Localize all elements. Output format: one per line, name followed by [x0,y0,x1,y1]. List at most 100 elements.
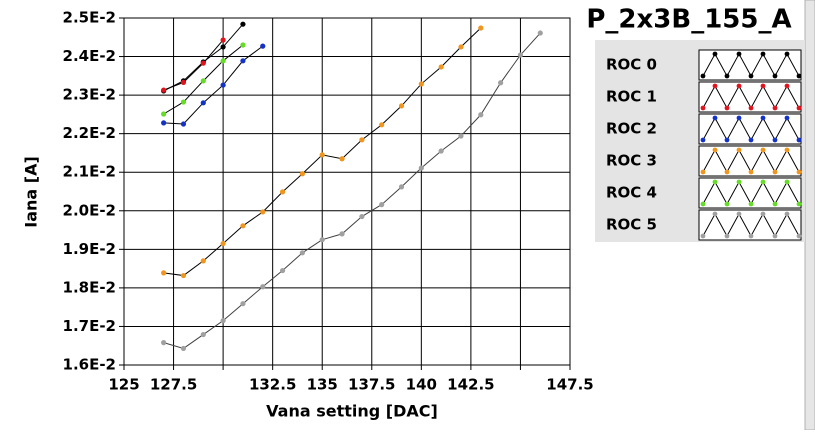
data-point [161,87,167,93]
legend-marker [772,169,778,175]
plot-area [123,17,571,366]
x-tick-label: 127.5 [150,376,197,394]
y-tick-label: 1.6E-2 [63,356,116,374]
x-tick-label: 137.5 [348,376,395,394]
legend-marker [724,73,730,79]
data-point [478,112,484,118]
legend-marker [772,201,778,207]
legend-label: ROC 3 [606,152,657,170]
legend-marker [784,179,790,185]
series-line [163,39,224,91]
chart-title: P_2x3B_155_A [586,5,791,35]
data-point [180,79,187,85]
data-point [537,30,543,36]
legend-marker [700,73,706,79]
data-point [418,165,424,171]
legend-marker [784,51,790,57]
legend-label: ROC 0 [606,56,657,74]
legend-marker [736,211,742,217]
y-tick-label: 2.5E-2 [63,9,116,27]
x-tick-label: 135 [307,376,338,394]
data-point [161,270,167,276]
y-tick-label: 2.1E-2 [63,163,116,181]
legend-marker [760,147,766,153]
data-point [220,318,226,324]
data-point [279,267,286,274]
legend-marker [724,137,730,143]
data-point [299,171,305,177]
data-point [240,58,246,64]
data-point [180,99,187,105]
data-point [200,331,206,338]
legend-marker [784,211,790,217]
data-point [379,122,385,128]
legend-marker [700,105,706,111]
data-point [379,202,385,208]
data-point [438,148,444,154]
data-point [240,301,246,307]
legend-marker [700,233,706,239]
data-point [220,240,226,247]
legend-marker [784,147,790,153]
data-point [240,42,246,48]
data-point [260,43,266,49]
legend-marker [712,147,718,153]
data-point [161,111,167,117]
legend-label: ROC 5 [606,216,657,234]
x-tick-label: 125 [108,376,139,394]
legend-marker [796,233,802,239]
data-point [200,60,206,66]
legend-marker [748,73,754,79]
legend-marker [736,115,742,121]
data-point [319,152,325,158]
data-point [180,272,187,279]
legend-marker [772,137,778,143]
data-point [418,81,424,87]
legend-marker [736,147,742,153]
legend-marker [784,115,790,121]
legend-marker [796,169,802,175]
legend-marker [712,115,718,121]
data-point [260,209,266,215]
legend-marker [700,169,706,175]
data-point [200,100,206,106]
legend-marker [700,201,706,207]
series-line [163,32,541,349]
legend-marker [772,73,778,79]
legend-marker [784,83,790,89]
x-axis-title: Vana setting [DAC] [266,402,438,421]
x-tick-label: 140 [406,376,437,394]
y-tick-label: 1.9E-2 [63,240,116,258]
data-point [359,213,365,220]
data-point [220,82,226,88]
legend-marker [712,179,718,185]
data-point [319,237,325,243]
data-point [240,223,246,229]
legend-label: ROC 1 [606,88,657,106]
data-point [398,184,405,190]
legend-marker [748,105,754,111]
data-point [458,133,464,139]
data-point [200,78,206,84]
legend-marker [724,201,730,207]
data-point [438,64,444,70]
data-point [478,25,484,31]
legend-marker [748,233,754,239]
y-axis-title: Iana [A] [22,156,41,228]
legend-marker [748,201,754,207]
legend-marker [700,137,706,143]
x-tick-label: 142.5 [447,376,494,394]
legend-marker [796,201,802,207]
data-point [220,37,226,43]
data-point [458,44,464,50]
data-point [398,103,405,109]
y-tick-label: 2.4E-2 [63,47,116,65]
legend-marker [736,179,742,185]
legend-marker [772,233,778,239]
side-bar [804,0,815,431]
data-point [161,340,167,346]
legend-marker [760,115,766,121]
series-line [163,45,264,125]
legend-marker [724,169,730,175]
